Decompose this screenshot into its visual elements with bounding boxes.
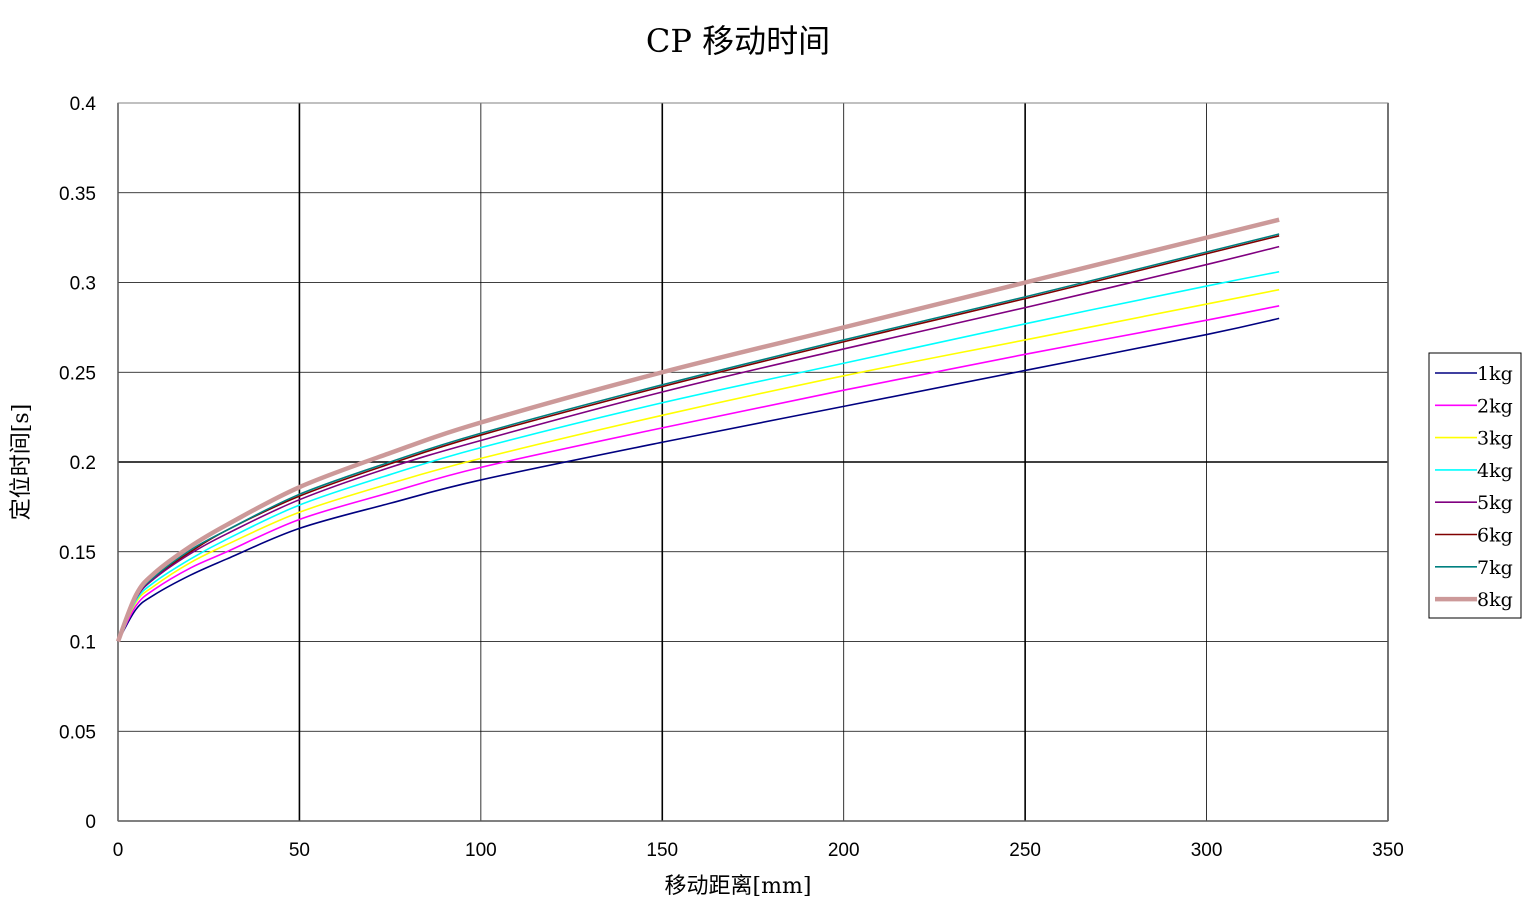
- chart-title: CP 移动时间: [646, 22, 830, 60]
- y-tick-label: 0: [85, 812, 96, 833]
- legend-box: [1428, 352, 1522, 619]
- x-tick-label: 200: [828, 840, 860, 861]
- series-line-7kg: [117, 233, 1280, 642]
- series-lines: [115, 217, 1280, 643]
- y-tick-label: 0.35: [59, 184, 96, 205]
- grid-lines: [117, 102, 1389, 822]
- series-line-5kg: [117, 245, 1280, 642]
- y-tick-label: 0.4: [70, 94, 97, 115]
- x-tick-label: 150: [646, 840, 678, 861]
- series-line-8kg: [115, 217, 1280, 643]
- x-tick-label: 300: [1191, 840, 1223, 861]
- plot-area: [117, 102, 1389, 822]
- series-line-1kg: [117, 317, 1280, 642]
- legend-label-4kg: 4kg: [1477, 460, 1513, 482]
- x-tick-label: 50: [289, 840, 310, 861]
- legend-label-1kg: 1kg: [1477, 363, 1513, 385]
- series-line-6kg: [117, 235, 1280, 642]
- legend-label-3kg: 3kg: [1477, 428, 1513, 450]
- y-tick-label: 0.1: [70, 633, 96, 654]
- legend-label-6kg: 6kg: [1477, 525, 1513, 547]
- x-tick-label: 250: [1009, 840, 1041, 861]
- legend-label-7kg: 7kg: [1477, 557, 1513, 579]
- y-tick-label: 0.15: [59, 543, 96, 564]
- legend-label-2kg: 2kg: [1477, 395, 1513, 417]
- x-tick-label: 0: [113, 840, 124, 861]
- x-tick-label: 100: [465, 840, 497, 861]
- series-line-4kg: [117, 270, 1280, 642]
- series-line-3kg: [117, 288, 1280, 642]
- y-tick-label: 0.25: [59, 363, 96, 384]
- y-axis-ticks: 0 0.05 0.1 0.15 0.2 0.25 0.3 0.35 0.4: [59, 94, 96, 833]
- y-axis-label: 定位时间[s]: [9, 404, 34, 520]
- legend: 1kg 2kg 3kg 4kg 5kg 6kg 7kg 8kg: [1428, 352, 1522, 619]
- legend-label-5kg: 5kg: [1477, 492, 1513, 514]
- x-tick-label: 350: [1372, 840, 1404, 861]
- y-tick-label: 0.3: [70, 274, 96, 295]
- legend-label-8kg: 8kg: [1477, 589, 1513, 611]
- y-tick-label: 0.2: [70, 453, 96, 474]
- series-line-2kg: [117, 305, 1280, 642]
- y-tick-label: 0.05: [59, 722, 96, 743]
- x-axis-ticks: 0 50 100 150 200 250 300 350: [113, 840, 1404, 861]
- x-axis-label: 移动距离[mm]: [665, 874, 812, 899]
